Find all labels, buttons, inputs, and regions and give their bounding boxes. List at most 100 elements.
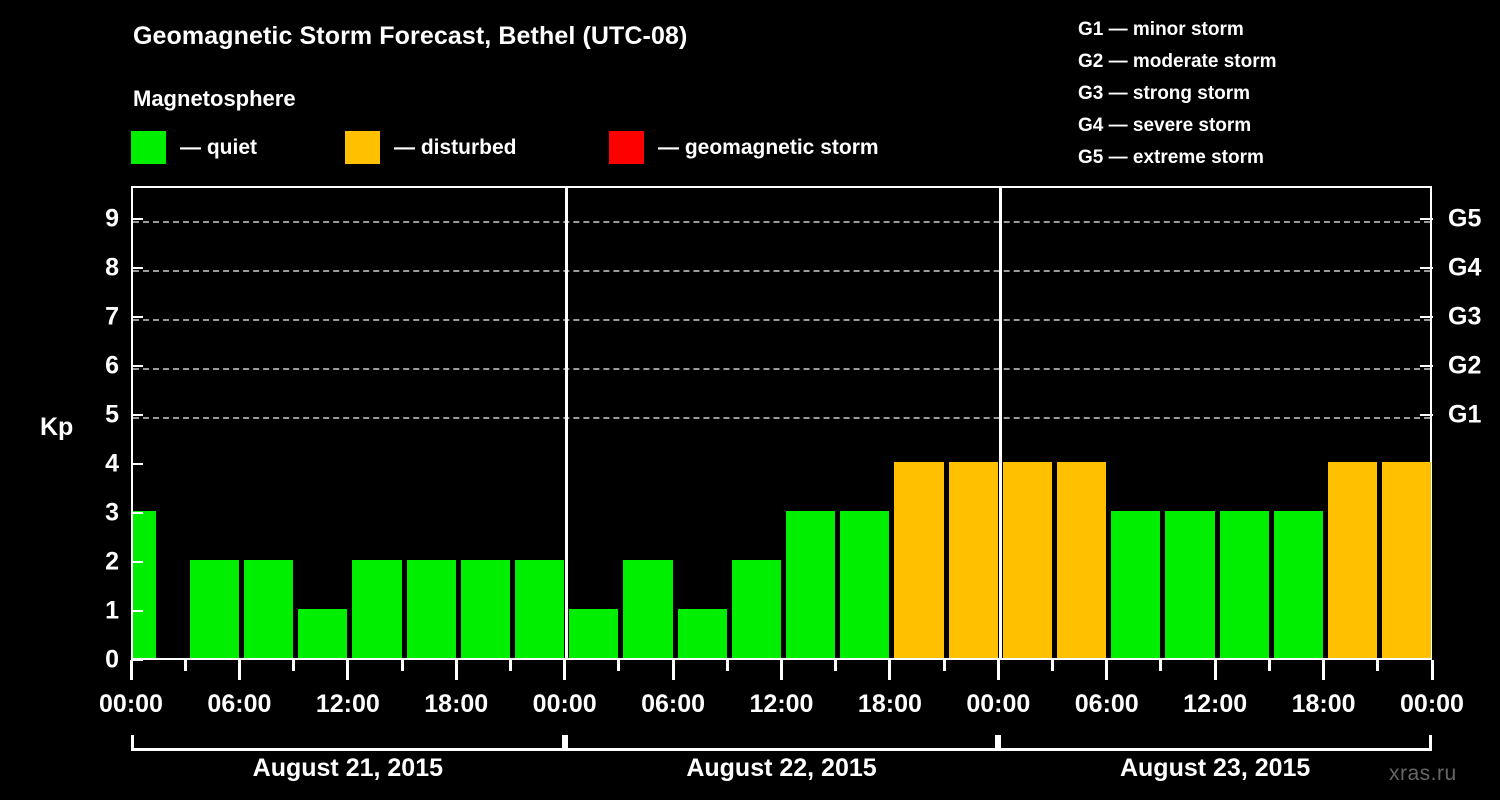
g-axis-tick-label-G5: G5 bbox=[1448, 204, 1482, 233]
legend-swatch-icon-1 bbox=[345, 131, 380, 164]
x-axis-minor-tick bbox=[400, 660, 404, 671]
y-axis-tick-label: 4 bbox=[105, 449, 119, 478]
y-axis-tick-mark bbox=[131, 463, 143, 466]
bar bbox=[189, 560, 239, 658]
bar bbox=[133, 511, 156, 658]
gridline-kp-9 bbox=[133, 221, 1430, 224]
x-axis-tick-label: 00:00 bbox=[1400, 690, 1464, 718]
y-axis-tick-mark bbox=[131, 267, 143, 270]
day-separator bbox=[998, 188, 1002, 658]
day-bracket bbox=[131, 735, 565, 751]
g-axis-tick-label-G2: G2 bbox=[1448, 351, 1482, 380]
bar bbox=[1057, 462, 1107, 658]
legend-item-label: — quiet bbox=[180, 135, 257, 159]
x-axis-minor-tick bbox=[183, 660, 187, 671]
bar bbox=[569, 609, 619, 658]
x-axis-major-tick bbox=[1322, 660, 1326, 680]
x-axis-tick-label: 06:00 bbox=[207, 690, 272, 718]
bar bbox=[1219, 511, 1269, 658]
y-axis-tick-label: 2 bbox=[105, 547, 119, 576]
legend-item-0: — quiet bbox=[131, 131, 257, 167]
day-bracket bbox=[564, 735, 999, 751]
bar bbox=[243, 560, 294, 658]
bar bbox=[1111, 511, 1161, 658]
x-axis-tick-label: 18:00 bbox=[1291, 690, 1356, 718]
y-axis-tick-mark bbox=[131, 218, 143, 221]
watermark: xras.ru bbox=[1389, 762, 1457, 785]
bar bbox=[1165, 511, 1215, 658]
x-axis-major-tick bbox=[1430, 660, 1434, 680]
bar bbox=[677, 609, 727, 658]
legend-item-2: — geomagnetic storm bbox=[609, 131, 879, 167]
gridline-kp-8 bbox=[133, 270, 1430, 273]
bar bbox=[406, 560, 456, 658]
g-axis-tick-label-G4: G4 bbox=[1448, 253, 1482, 282]
page-title: Geomagnetic Storm Forecast, Bethel (UTC-… bbox=[133, 22, 688, 50]
x-axis-minor-tick bbox=[508, 660, 512, 671]
x-axis-tick-label: 12:00 bbox=[1183, 690, 1248, 718]
y-axis-tick-mark bbox=[131, 316, 143, 319]
day-date-label: August 21, 2015 bbox=[252, 754, 444, 782]
bar bbox=[1382, 462, 1432, 658]
y-axis-tick-mark bbox=[131, 561, 143, 564]
gridline-kp-5 bbox=[133, 417, 1430, 420]
day-date-label: August 23, 2015 bbox=[1119, 754, 1311, 782]
x-axis-major-tick bbox=[454, 660, 458, 680]
x-axis-major-tick bbox=[346, 660, 350, 680]
day-separator bbox=[565, 188, 569, 658]
y-axis-tick-label: 0 bbox=[105, 645, 119, 674]
x-axis-minor-tick bbox=[1376, 660, 1380, 671]
bar bbox=[894, 462, 944, 658]
x-axis-major-tick bbox=[129, 660, 133, 680]
y-axis-tick-label: 5 bbox=[105, 400, 119, 429]
g-axis-tick-mark bbox=[1420, 316, 1433, 319]
x-axis-major-tick bbox=[780, 660, 783, 680]
g-axis-tick-label-G3: G3 bbox=[1448, 302, 1482, 331]
bar bbox=[298, 609, 348, 658]
gscale-key-line-2: G2 — moderate storm bbox=[1078, 51, 1277, 72]
y-axis-tick-label: 1 bbox=[105, 596, 119, 625]
day-date-label: August 22, 2015 bbox=[686, 754, 877, 782]
x-axis-minor-tick bbox=[292, 660, 296, 671]
x-axis-tick-label: 00:00 bbox=[99, 690, 163, 718]
x-axis-minor-tick bbox=[725, 660, 729, 671]
y-axis-tick-label: 3 bbox=[105, 498, 119, 527]
y-axis-tick-label: 7 bbox=[105, 302, 119, 331]
gscale-key-line-1: G1 — minor storm bbox=[1078, 19, 1244, 40]
bar-series bbox=[133, 188, 1432, 658]
legend-swatch-icon-2 bbox=[609, 131, 644, 164]
legend-swatch-icon-0 bbox=[131, 131, 166, 164]
x-axis-minor-tick bbox=[1159, 660, 1163, 671]
x-axis-tick-label: 00:00 bbox=[966, 690, 1031, 718]
x-axis-minor-tick bbox=[1051, 660, 1055, 671]
legend-item-1: — disturbed bbox=[345, 131, 517, 167]
y-axis-tick-label: 6 bbox=[105, 351, 119, 380]
bar bbox=[623, 560, 673, 658]
g-axis-tick-mark bbox=[1420, 218, 1433, 221]
x-axis-major-tick bbox=[671, 660, 675, 680]
plot-area bbox=[131, 186, 1432, 660]
bar bbox=[352, 560, 402, 658]
x-axis-major-tick bbox=[237, 660, 241, 680]
gscale-key-line-4: G4 — severe storm bbox=[1078, 115, 1252, 136]
x-axis-major-tick bbox=[888, 660, 892, 680]
bar bbox=[1328, 462, 1378, 658]
y-axis-tick-mark bbox=[131, 512, 143, 515]
bar bbox=[514, 560, 565, 658]
y-axis-tick-mark bbox=[131, 659, 143, 661]
gridline-kp-6 bbox=[133, 368, 1430, 371]
legend-item-label: — disturbed bbox=[394, 135, 517, 159]
g-axis-tick-mark bbox=[1420, 267, 1433, 270]
x-axis-tick-label: 12:00 bbox=[315, 690, 380, 718]
y-axis-tick-label: 9 bbox=[105, 204, 119, 233]
bar bbox=[840, 511, 890, 658]
x-axis-minor-tick bbox=[942, 660, 946, 671]
bar bbox=[948, 462, 998, 658]
x-axis-tick-label: 18:00 bbox=[857, 690, 922, 718]
x-axis-tick-label: 12:00 bbox=[749, 690, 814, 718]
g-axis-tick-mark bbox=[1420, 365, 1433, 368]
legend-item-label: — geomagnetic storm bbox=[658, 135, 879, 159]
x-axis-major-tick bbox=[996, 660, 1000, 680]
x-axis-minor-tick bbox=[1267, 660, 1271, 671]
